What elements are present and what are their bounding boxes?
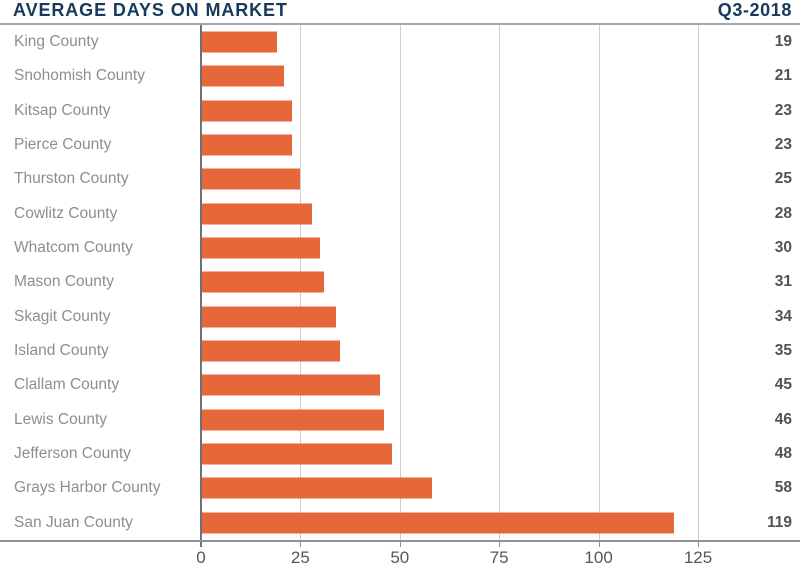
category-label: Clallam County — [14, 376, 120, 394]
bar — [201, 203, 313, 225]
bar-area — [201, 162, 800, 196]
x-tick-label: 125 — [683, 548, 713, 567]
value-label: 28 — [774, 204, 792, 222]
value-label: 19 — [774, 33, 792, 51]
bar — [201, 31, 277, 53]
value-label: 30 — [774, 239, 792, 257]
bar — [201, 65, 285, 87]
table-row: Kitsap County 23 — [0, 94, 800, 128]
value-label: 45 — [774, 376, 792, 394]
category-label: San Juan County — [14, 513, 133, 531]
bar-area — [201, 368, 800, 402]
table-row: Jefferson County 48 — [0, 437, 800, 471]
bar — [201, 100, 293, 122]
table-row: Thurston County 25 — [0, 162, 800, 196]
y-axis-line — [200, 25, 202, 547]
value-label: 119 — [766, 513, 792, 531]
bar — [201, 134, 293, 156]
chart-title: AVERAGE DAYS ON MARKET — [13, 0, 288, 20]
bar-area — [201, 334, 800, 368]
bar — [201, 512, 675, 534]
value-label: 34 — [774, 307, 792, 325]
category-label: Pierce County — [14, 136, 112, 154]
category-label: Lewis County — [14, 410, 108, 428]
bar — [201, 271, 325, 293]
x-tick — [300, 542, 302, 547]
table-row: Lewis County 46 — [0, 403, 800, 437]
table-row: Skagit County 34 — [0, 300, 800, 334]
table-row: Island County 35 — [0, 334, 800, 368]
bar-area — [201, 300, 800, 334]
table-row: Cowlitz County 28 — [0, 197, 800, 231]
category-label: Whatcom County — [14, 239, 133, 257]
x-axis-line — [0, 540, 800, 542]
bar-area — [201, 128, 800, 162]
x-tick-label: 50 — [390, 548, 410, 567]
bar — [201, 477, 432, 499]
chart-header: AVERAGE DAYS ON MARKET Q3-2018 — [0, 0, 800, 25]
category-label: Cowlitz County — [14, 204, 118, 222]
bar — [201, 168, 301, 190]
x-tick — [399, 542, 401, 547]
category-label: Grays Harbor County — [14, 479, 161, 497]
value-label: 23 — [774, 101, 792, 119]
x-tick-label: 75 — [489, 548, 509, 567]
table-row: Whatcom County 30 — [0, 231, 800, 265]
x-tick-label: 100 — [584, 548, 613, 567]
bar-area — [201, 265, 800, 299]
category-label: Mason County — [14, 273, 114, 291]
x-tick-label: 25 — [290, 548, 310, 567]
value-label: 21 — [774, 67, 792, 85]
x-tick — [499, 542, 501, 547]
bar — [201, 237, 321, 259]
table-row: San Juan County 119 — [0, 506, 800, 540]
category-label: Kitsap County — [14, 101, 111, 119]
bar-area — [201, 231, 800, 265]
category-label: King County — [14, 33, 99, 51]
bar — [201, 306, 337, 328]
bar-area — [201, 471, 800, 505]
x-tick-label: 0 — [196, 548, 206, 567]
category-label: Thurston County — [14, 170, 129, 188]
bar-area — [201, 59, 800, 93]
gridline-50 — [399, 25, 401, 540]
category-label: Island County — [14, 342, 109, 360]
gridline-100 — [598, 25, 600, 540]
bar-area — [201, 403, 800, 437]
value-label: 46 — [774, 410, 792, 428]
chart-period: Q3-2018 — [717, 0, 792, 20]
category-label: Snohomish County — [14, 67, 145, 85]
table-row: Pierce County 23 — [0, 128, 800, 162]
category-label: Jefferson County — [14, 445, 131, 463]
gridline-75 — [499, 25, 501, 540]
value-label: 23 — [774, 136, 792, 154]
bar — [201, 409, 384, 431]
table-row: Mason County 31 — [0, 265, 800, 299]
gridline-125 — [698, 25, 699, 540]
x-tick — [698, 542, 699, 547]
bar-area — [201, 506, 800, 540]
value-label: 25 — [774, 170, 792, 188]
bar-rows: King County 19 Snohomish County 21 Kitsap Co… — [0, 25, 800, 540]
value-label: 35 — [774, 342, 792, 360]
bar-area — [201, 94, 800, 128]
x-tick — [598, 542, 600, 547]
bar-area — [201, 197, 800, 231]
bar — [201, 443, 392, 465]
value-label: 31 — [774, 273, 792, 291]
table-row: Grays Harbor County 58 — [0, 471, 800, 505]
bar — [201, 374, 380, 396]
table-row: Snohomish County 21 — [0, 59, 800, 93]
table-row: Clallam County 45 — [0, 368, 800, 402]
bar-area — [201, 437, 800, 471]
value-label: 48 — [774, 445, 792, 463]
category-label: Skagit County — [14, 307, 111, 325]
bar — [201, 340, 341, 362]
bar-area — [201, 25, 800, 59]
table-row: King County 19 — [0, 25, 800, 59]
value-label: 58 — [774, 479, 792, 497]
